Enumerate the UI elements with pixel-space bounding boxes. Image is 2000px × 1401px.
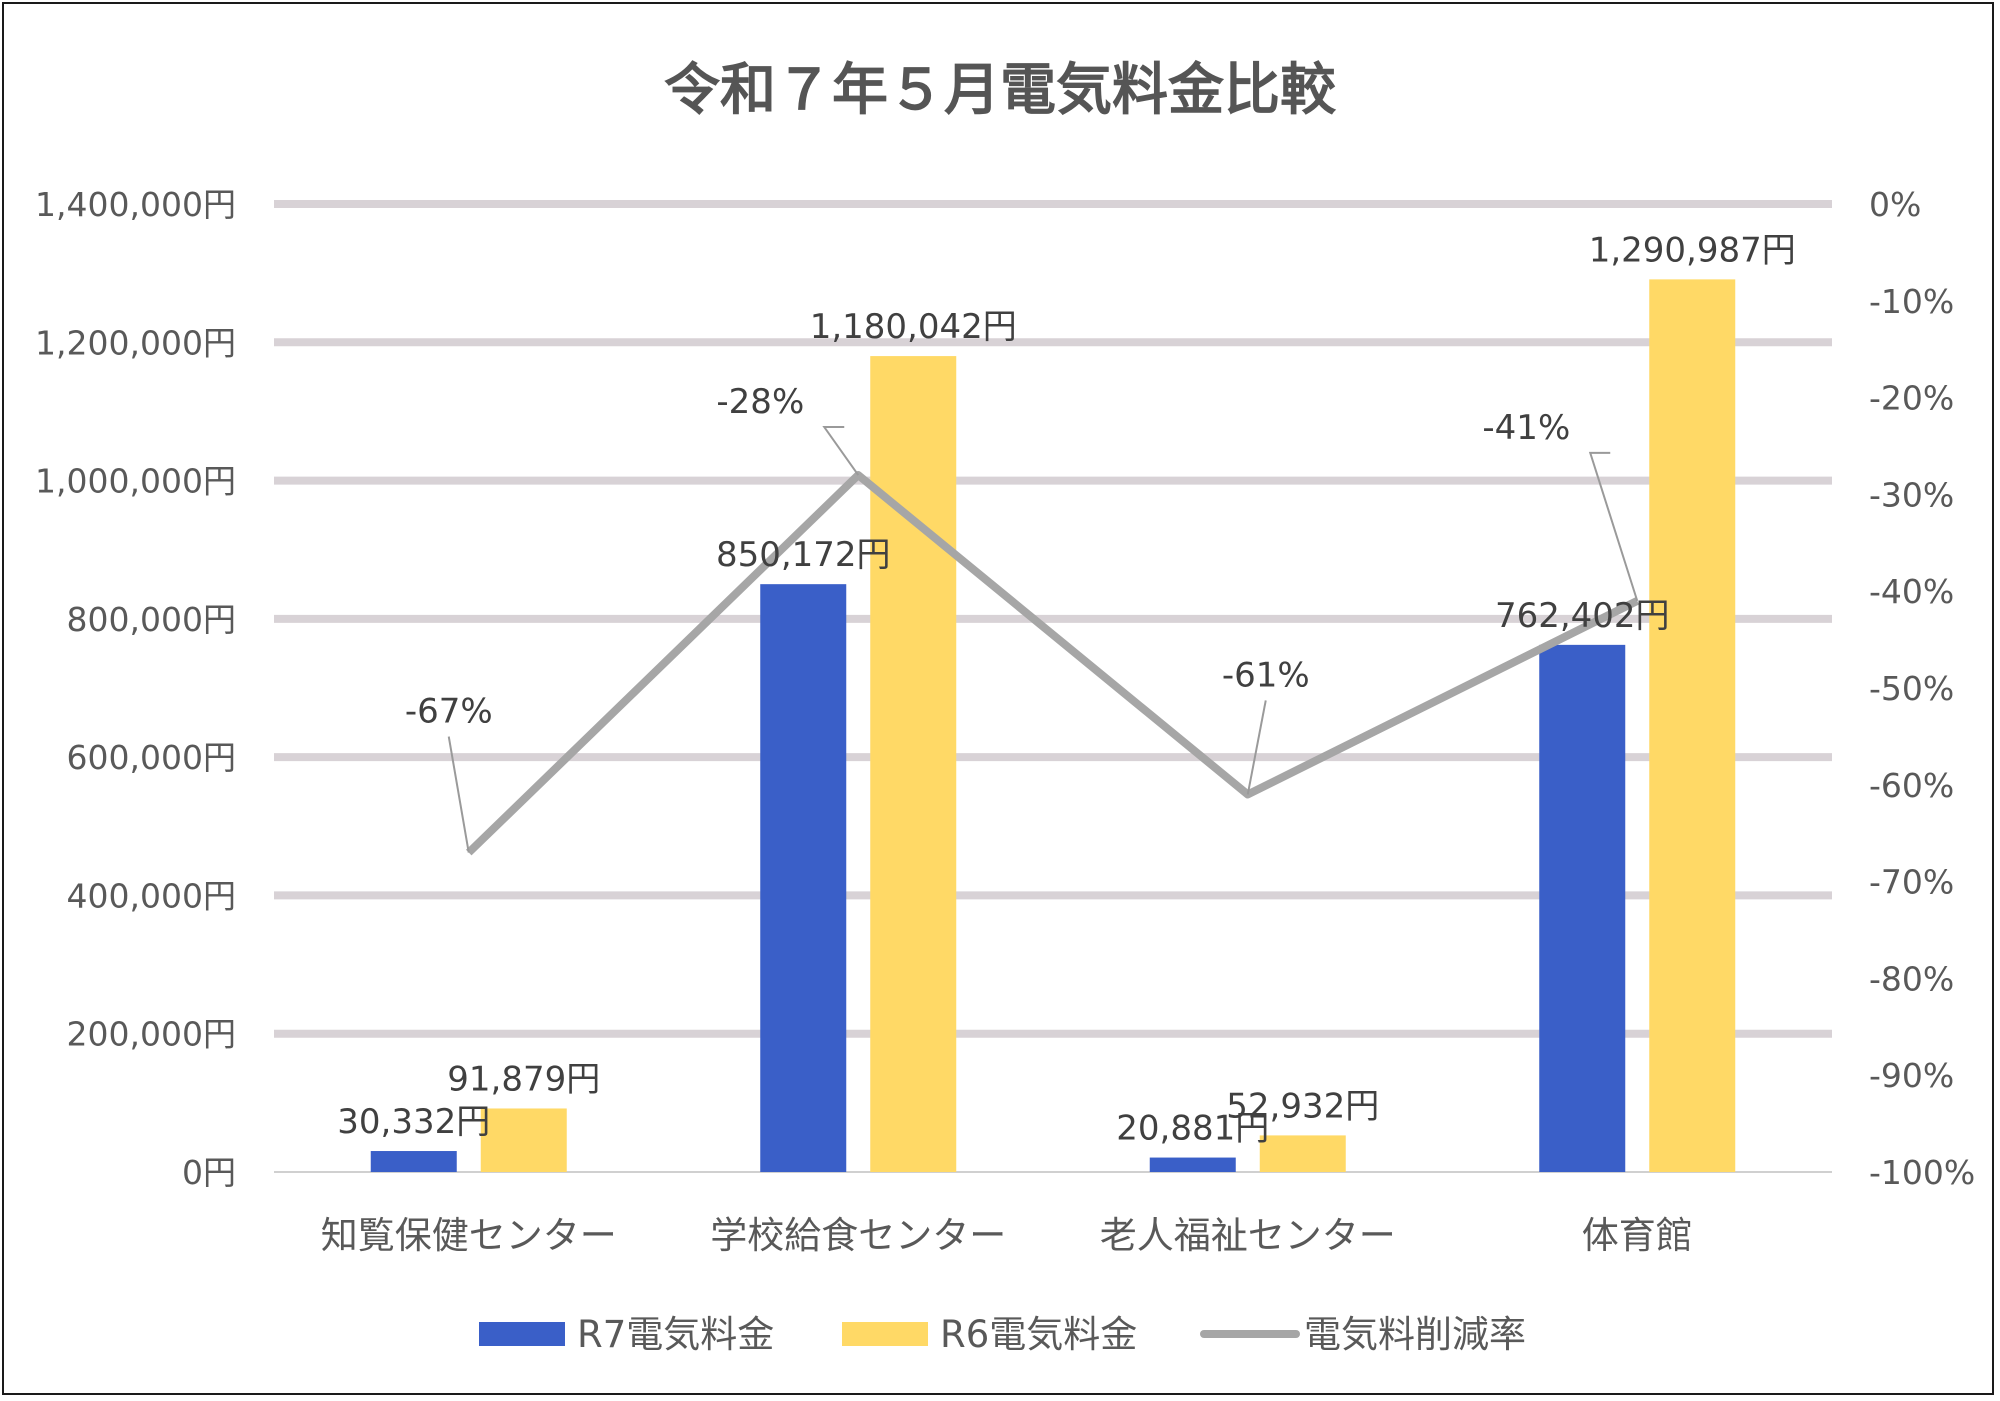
right-axis: 0% -10% -20% -30% -40% -50% -60% -70% -80% -90% -1… bbox=[1869, 185, 1975, 1192]
line-data-label: -28% bbox=[716, 382, 804, 422]
category-label: 老人福祉センター bbox=[1100, 1214, 1396, 1257]
right-tick-label: -70% bbox=[1869, 863, 1954, 902]
bar-data-label: 30,332円 bbox=[337, 1102, 490, 1142]
bar-data-label: 20,881円 bbox=[1116, 1109, 1269, 1149]
left-tick-label: 1,000,000円 bbox=[35, 462, 236, 501]
bar-series bbox=[370, 279, 1736, 1173]
right-tick-label: 0% bbox=[1869, 185, 1921, 224]
bar-data-label: 1,290,987円 bbox=[1589, 230, 1796, 270]
reduction-rate-line bbox=[465, 471, 1640, 856]
bar-r7 bbox=[760, 584, 847, 1172]
gridlines bbox=[274, 200, 1832, 1173]
right-tick-label: -30% bbox=[1869, 475, 1954, 514]
bar-r6 bbox=[1259, 1135, 1346, 1172]
bar-r6 bbox=[870, 356, 957, 1173]
left-tick-label: 1,400,000円 bbox=[35, 185, 236, 224]
chart-title: 令和７年５月電気料金比較 bbox=[664, 58, 1337, 123]
left-tick-label: 600,000円 bbox=[67, 738, 236, 777]
bar-r6 bbox=[480, 1108, 567, 1172]
right-tick-label: -100% bbox=[1869, 1153, 1975, 1192]
data-labels: 30,332円 850,172円 20,881円 762,402円 91,879円 1,1… bbox=[337, 230, 1796, 1148]
leader-line bbox=[447, 736, 470, 853]
line-data-label: -41% bbox=[1482, 408, 1570, 448]
legend-label: 電気料削減率 bbox=[1304, 1313, 1526, 1356]
legend-label: R7電気料金 bbox=[577, 1313, 774, 1356]
right-tick-label: -10% bbox=[1869, 282, 1954, 321]
category-axis: 知覧保健センター 学校給食センター 老人福祉センター 体育館 bbox=[321, 1214, 1693, 1257]
leader-line bbox=[1246, 700, 1267, 795]
category-label: 体育館 bbox=[1582, 1214, 1693, 1257]
category-label: 知覧保健センター bbox=[321, 1214, 617, 1257]
right-tick-label: -40% bbox=[1869, 572, 1954, 611]
legend-swatch bbox=[479, 1322, 565, 1346]
line-series bbox=[447, 426, 1640, 856]
chart: 令和７年５月電気料金比較 0円 200,000円 400,000円 600,000円 8… bbox=[35, 58, 1975, 1356]
left-tick-label: 200,000円 bbox=[67, 1015, 236, 1054]
right-tick-label: -80% bbox=[1869, 959, 1954, 998]
left-tick-label: 400,000円 bbox=[67, 876, 236, 915]
right-tick-label: -50% bbox=[1869, 669, 1954, 708]
legend: R7電気料金 R6電気料金 電気料削減率 bbox=[479, 1313, 1526, 1356]
bar-data-label: 762,402円 bbox=[1495, 596, 1670, 636]
line-data-label: -67% bbox=[405, 692, 493, 732]
line-data-label: -61% bbox=[1222, 655, 1310, 695]
right-tick-label: -60% bbox=[1869, 766, 1954, 805]
bar-r7 bbox=[370, 1151, 457, 1172]
bar-data-label: 91,879円 bbox=[447, 1059, 600, 1099]
left-tick-label: 800,000円 bbox=[67, 600, 236, 639]
legend-swatch bbox=[842, 1322, 928, 1346]
leader-line bbox=[822, 426, 860, 476]
bar-data-label: 850,172円 bbox=[716, 535, 891, 575]
legend-label: R6電気料金 bbox=[940, 1313, 1137, 1356]
left-tick-label: 0円 bbox=[182, 1153, 236, 1192]
bar-r6 bbox=[1649, 279, 1736, 1172]
left-axis: 0円 200,000円 400,000円 600,000円 800,000円 1,000,… bbox=[35, 185, 236, 1192]
bar-data-label: 1,180,042円 bbox=[810, 307, 1017, 347]
bar-r7 bbox=[1149, 1157, 1236, 1172]
leader-line bbox=[1588, 451, 1639, 602]
right-tick-label: -20% bbox=[1869, 379, 1954, 418]
bar-data-label: 52,932円 bbox=[1226, 1086, 1379, 1126]
left-tick-label: 1,200,000円 bbox=[35, 323, 236, 362]
category-label: 学校給食センター bbox=[710, 1214, 1006, 1257]
bar-r7 bbox=[1539, 644, 1626, 1172]
right-tick-label: -90% bbox=[1869, 1056, 1954, 1095]
